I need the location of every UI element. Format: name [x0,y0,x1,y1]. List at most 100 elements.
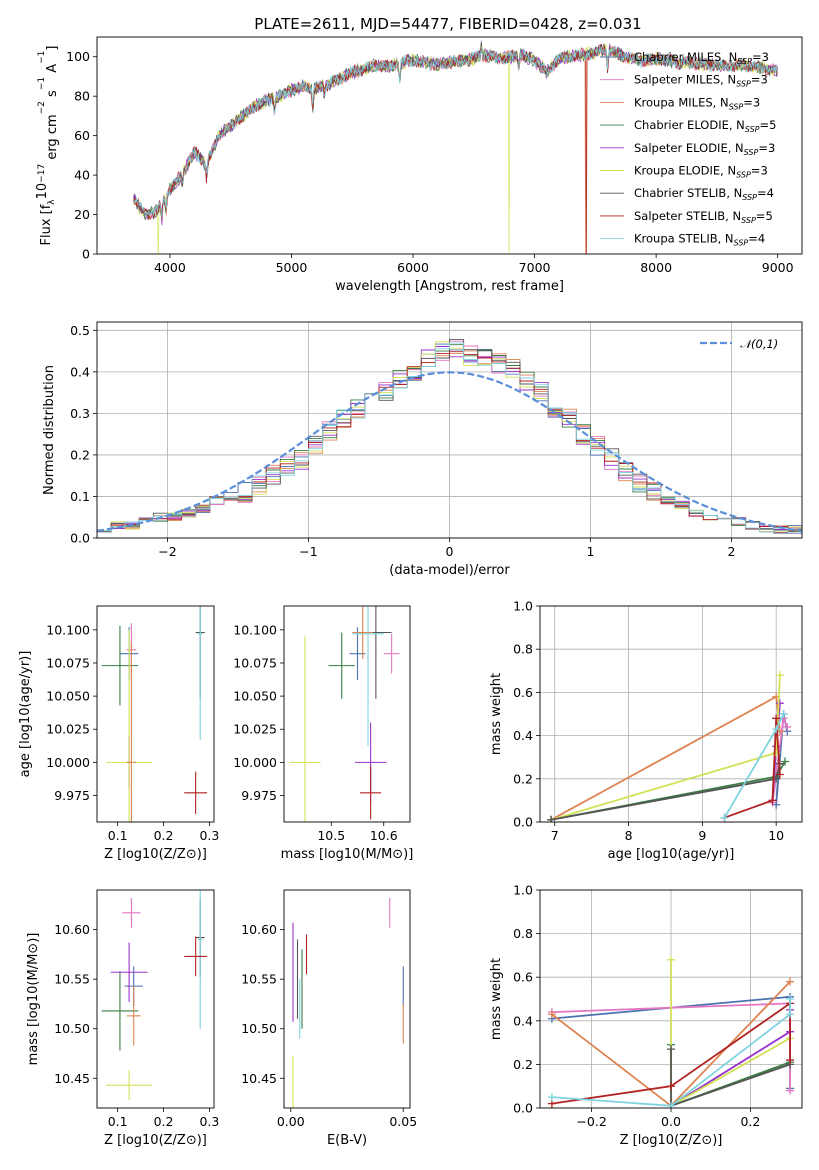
axes-frame [96,36,803,255]
error-bar-point [352,606,374,660]
y-tick-label: 10.45 [54,1071,90,1086]
y-label-part: A [45,64,60,77]
axes-frame [283,889,411,1109]
panel-spectrum: 4000 5000 6000 7000 8000 9000 0 20 40 60 80 100 PLAT… [35,15,803,294]
x-tick-label: 0.2 [154,1114,174,1129]
legend-entry: Chabrier STELIB, NSSP=4 [634,186,774,202]
weight-line [670,1049,791,1108]
y-tick-label: 0.0 [513,1101,533,1116]
x-tick-label: −0.2 [576,1114,606,1129]
axes-frame [96,321,803,539]
y-label-part: −1 [37,77,47,90]
plot-area [101,606,208,822]
y-tick-label: 0.4 [513,1013,533,1028]
y-tick-label: 1.0 [513,883,533,898]
error-bar-point [360,766,382,820]
panel-age-vs-Z: 0.1 0.2 0.3 9.975 10.000 10.025 10.050 10.075 10… [18,605,219,862]
weight-marker [779,710,788,718]
weight-marker [772,714,781,723]
y-tick-label: 10.050 [233,689,277,704]
y-tick-label: 10.050 [46,689,90,704]
y-label-part: ] [45,46,60,51]
y-axis-label: mass weight [489,958,504,1040]
y-tick-label: 10.025 [46,722,90,737]
error-bar-point [101,971,139,1051]
y-label-part: −2 [37,101,47,114]
panel-mass-vs-Z: 0.1 0.2 0.3 10.45 10.50 10.55 10.60 Z [log10(Z/… [26,889,219,1148]
legend-entry: Salpeter STELIB, NSSP=5 [634,209,773,225]
error-bar-point [126,986,141,1046]
x-axis-label: E(B-V) [327,1133,367,1148]
y-tick-label: 40 [74,168,90,183]
weight-marker [667,1101,675,1108]
legend-entry: Salpeter MILES, NSSP=3 [634,73,768,89]
y-axis-label: Flux [fλ10−17 erg cm−2 s−1 A−1] [35,46,60,246]
y-tick-label: 10.55 [54,972,90,987]
weight-marker [667,1045,675,1054]
weight-marker [775,770,784,779]
y-tick-label: 0.3 [70,406,90,421]
x-tick-label: 1 [587,544,595,559]
x-tick-label: 5000 [276,260,308,275]
x-tick-label: 6000 [397,260,429,275]
x-tick-label: 10.6 [370,828,398,843]
plot-area [101,890,208,1101]
plot-area [97,339,802,538]
y-tick-label: 10.000 [46,755,90,770]
legend-entry: 𝒩(0,1) [740,337,778,351]
y-tick-label: 10.075 [233,655,277,670]
x-tick-label: 2 [728,544,736,559]
weight-line [551,1001,791,1105]
y-axis-label: Normed distribution [42,365,57,495]
x-tick-label: 9000 [762,260,794,275]
error-bar-point [328,632,355,699]
y-tick-label: 80 [74,89,90,104]
y-tick-label: 1.0 [513,599,533,614]
y-tick-label: 0.1 [70,489,90,504]
y-tick-label: 0.6 [513,685,533,700]
y-axis-label: mass [log10(M/M⊙)] [26,933,41,1066]
y-tick-label: 10.60 [241,922,277,937]
y-tick-label: 10.50 [241,1021,277,1036]
x-tick-label: 4000 [154,260,186,275]
y-label-part: Flux [f [39,204,54,245]
x-axis-label: wavelength [Angstrom, rest frame] [335,279,564,294]
error-bar-point [184,771,208,815]
x-axis-label: Z [log10(Z/Z⊙)] [620,1133,723,1148]
error-bar-point [122,897,141,928]
y-tick-label: 9.975 [241,788,277,803]
weight-marker [786,1086,795,1095]
plot-area [292,897,404,1108]
axes-frame [96,889,215,1109]
x-tick-label: 10.5 [317,828,345,843]
weight-marker [775,671,784,680]
x-tick-label: 0.05 [389,1114,417,1129]
error-bar-point [184,936,208,977]
y-tick-label: 10.50 [54,1021,90,1036]
x-axis-label: mass [log10(M/M⊙)] [281,847,414,862]
y-tick-label: 10.025 [233,722,277,737]
x-tick-label: 0.3 [199,828,219,843]
error-bar-point [383,633,400,674]
y-tick-label: 10.075 [46,655,90,670]
error-bar-point [289,636,321,822]
y-tick-label: 0.2 [513,771,533,786]
error-bar-point [197,890,203,1029]
weight-marker [775,699,784,708]
y-label-part: −17 [37,164,47,183]
panel-weight-vs-Z: −0.2 0.0 0.2 0.0 0.2 0.4 0.6 0.8 1.0 Z [log10(Z/Z… [489,883,803,1148]
error-bar-point [197,606,203,740]
y-tick-label: 10.60 [54,922,90,937]
panel-age-vs-mass: 10.5 10.6 9.975 10.000 10.025 10.050 10.075 10.… [233,605,414,862]
y-tick-label: 0.0 [513,815,533,830]
x-tick-label: 0.1 [108,1114,128,1129]
x-tick-label: 8 [625,828,633,843]
y-label-part: erg cm [45,114,60,163]
weight-marker [783,722,792,731]
legend-entry: Kroupa MILES, NSSP=3 [634,95,760,111]
x-tick-label: 0 [446,544,454,559]
x-axis-label: Z [log10(Z/Z⊙)] [104,1133,207,1148]
y-tick-label: 0.4 [513,728,533,743]
histogram-step [97,342,802,538]
